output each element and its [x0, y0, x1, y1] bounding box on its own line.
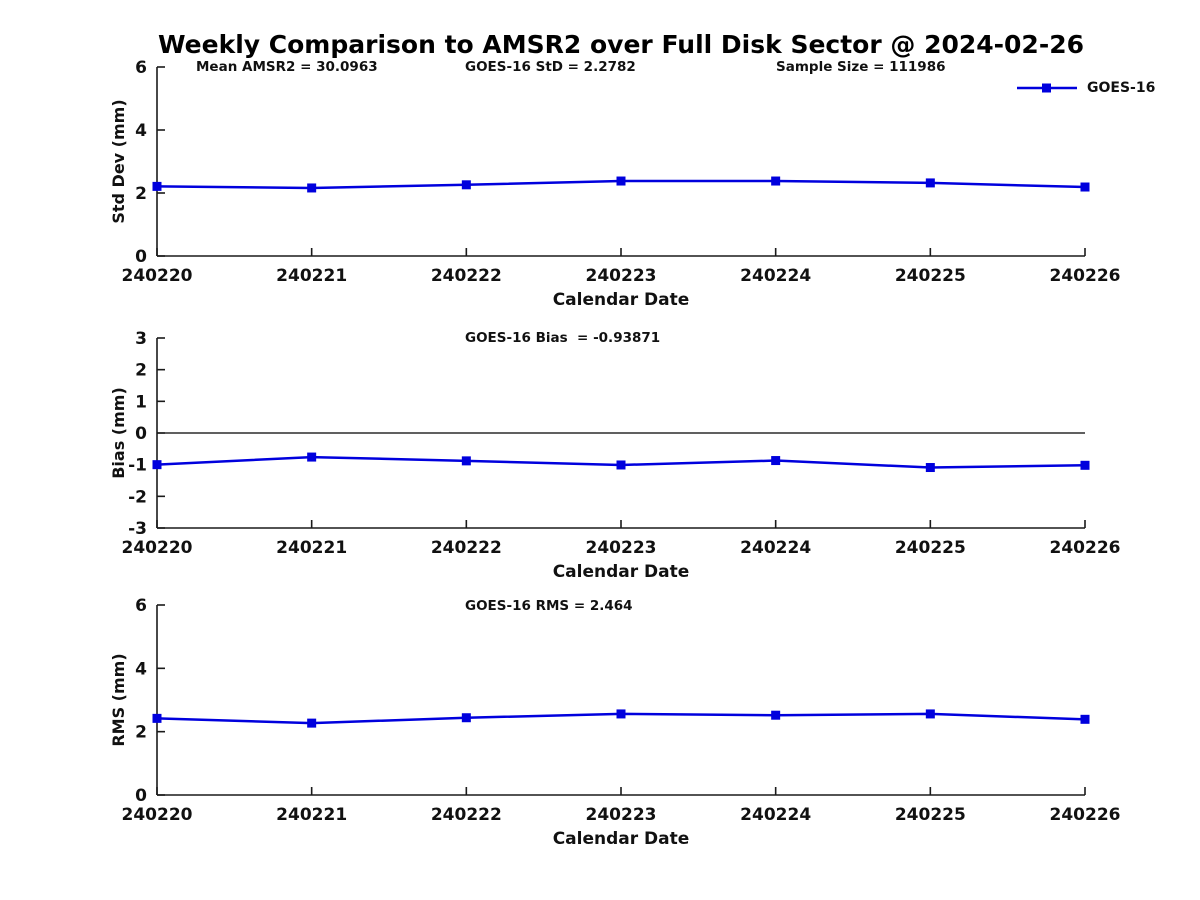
subplot-bias: -3 -2 -1 0 1 2 3 240220 240221 240222 240223 240224… [109, 329, 1120, 582]
annotation-goes16-rms: GOES-16 RMS = 2.464 [465, 598, 633, 614]
data-point-marker [461, 456, 471, 466]
x-axis-label: Calendar Date [553, 562, 690, 582]
y-axis-label: Std Dev (mm) [109, 99, 128, 223]
x-tick-label: 240223 [586, 805, 657, 825]
legend: GOES-16 [1016, 80, 1155, 96]
data-point-marker [307, 183, 317, 193]
subplot-rms: 0 2 4 6 240220 240221 240222 240223 240224 240225… [109, 596, 1120, 849]
data-point-marker [1080, 714, 1090, 724]
x-axis-label: Calendar Date [553, 829, 690, 849]
y-tick-label: 0 [135, 247, 147, 267]
y-tick-label: 0 [135, 424, 147, 444]
y-tick-label: 4 [135, 659, 147, 679]
y-tick-label: 0 [135, 786, 147, 806]
x-tick-label: 240224 [740, 805, 811, 825]
y-tick-label: -1 [128, 456, 147, 476]
x-tick-label: 240225 [895, 805, 966, 825]
data-point-marker [616, 709, 626, 719]
x-tick-label: 240224 [740, 266, 811, 286]
data-point-marker [1080, 182, 1090, 192]
y-tick-label: 6 [135, 596, 147, 616]
x-tick-label: 240226 [1050, 266, 1121, 286]
data-point-marker [152, 460, 162, 470]
x-tick-label: 240220 [122, 266, 193, 286]
y-axis-label: RMS (mm) [109, 653, 128, 746]
data-point-marker [616, 176, 626, 186]
y-tick-label: 3 [135, 329, 147, 349]
subplot-std-dev: 0 2 4 6 240220 240221 240222 240223 240224 240225… [109, 58, 1120, 310]
data-point-marker [925, 463, 935, 473]
data-point-marker [1080, 460, 1090, 470]
data-point-marker [925, 709, 935, 719]
data-point-marker [461, 713, 471, 723]
data-point-marker [152, 181, 162, 191]
y-tick-label: 2 [135, 184, 147, 204]
y-tick-label: 2 [135, 723, 147, 743]
data-point-marker [925, 178, 935, 188]
y-tick-label: 1 [135, 392, 147, 412]
y-tick-label: 4 [135, 121, 147, 141]
x-tick-label: 240223 [586, 266, 657, 286]
x-tick-label: 240221 [276, 266, 347, 286]
x-tick-label: 240222 [431, 805, 502, 825]
figure-title: Weekly Comparison to AMSR2 over Full Dis… [157, 30, 1084, 59]
x-tick-label: 240221 [276, 805, 347, 825]
y-tick-label: 6 [135, 58, 147, 78]
x-tick-label: 240222 [431, 538, 502, 558]
data-point-marker [307, 718, 317, 728]
legend-line-sample-icon [1017, 83, 1077, 93]
y-axis-label: Bias (mm) [109, 387, 128, 479]
y-tick-label: -3 [128, 519, 147, 539]
x-tick-label: 240223 [586, 538, 657, 558]
data-point-marker [307, 452, 317, 462]
data-point-marker [616, 460, 626, 470]
x-axis-label: Calendar Date [553, 290, 690, 310]
x-tick-label: 240226 [1050, 805, 1121, 825]
annotation-goes16-bias: GOES-16 Bias = -0.93871 [465, 330, 661, 346]
x-tick-label: 240221 [276, 538, 347, 558]
data-point-marker [771, 710, 781, 720]
data-point-marker [771, 176, 781, 186]
x-tick-label: 240225 [895, 538, 966, 558]
x-tick-label: 240226 [1050, 538, 1121, 558]
y-tick-label: 2 [135, 361, 147, 381]
x-tick-label: 240225 [895, 266, 966, 286]
x-tick-label: 240220 [122, 805, 193, 825]
data-point-marker [152, 713, 162, 723]
data-point-marker [461, 180, 471, 190]
annotation-mean-amsr2: Mean AMSR2 = 30.0963 [196, 59, 378, 75]
data-point-marker [771, 456, 781, 466]
x-tick-label: 240222 [431, 266, 502, 286]
y-tick-label: -2 [128, 487, 147, 507]
annotation-sample-size: Sample Size = 111986 [776, 59, 946, 75]
x-tick-label: 240224 [740, 538, 811, 558]
annotation-goes16-std: GOES-16 StD = 2.2782 [465, 59, 636, 75]
legend-label: GOES-16 [1087, 80, 1156, 96]
x-tick-label: 240220 [122, 538, 193, 558]
